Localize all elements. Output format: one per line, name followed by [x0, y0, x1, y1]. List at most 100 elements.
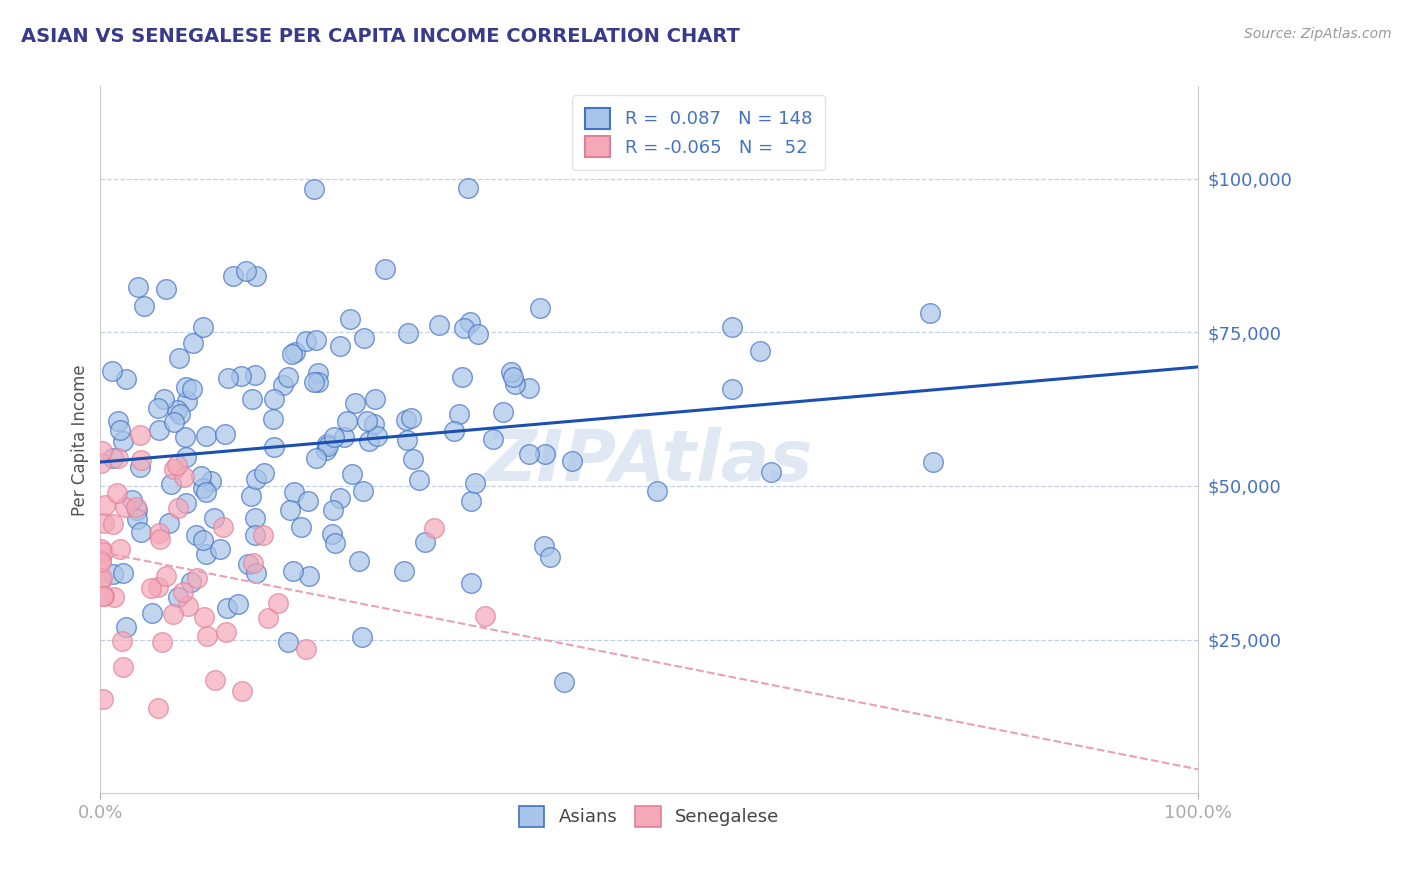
Point: [174, 430, 197, 444]
Point: [242, 556, 264, 570]
Point: [398, 326, 420, 340]
Point: [150, 634, 173, 648]
Point: [534, 447, 557, 461]
Point: [395, 413, 418, 427]
Point: [91, 590, 114, 604]
Point: [408, 473, 430, 487]
Point: [761, 465, 783, 479]
Point: [305, 451, 328, 466]
Point: [245, 473, 267, 487]
Point: [90, 456, 112, 470]
Point: [163, 415, 186, 429]
Point: [139, 581, 162, 595]
Point: [297, 494, 319, 508]
Point: [353, 331, 375, 345]
Point: [112, 434, 135, 449]
Point: [278, 502, 301, 516]
Point: [186, 528, 208, 542]
Point: [217, 371, 239, 385]
Y-axis label: Per Capita Income: Per Capita Income: [72, 364, 89, 516]
Point: [129, 524, 152, 539]
Point: [457, 181, 479, 195]
Point: [281, 564, 304, 578]
Point: [163, 461, 186, 475]
Point: [502, 370, 524, 384]
Point: [748, 343, 770, 358]
Point: [357, 434, 380, 449]
Point: [204, 673, 226, 687]
Point: [212, 520, 235, 534]
Point: [245, 269, 267, 284]
Point: [295, 641, 318, 656]
Point: [321, 526, 343, 541]
Point: [129, 460, 152, 475]
Point: [166, 501, 188, 516]
Point: [131, 452, 153, 467]
Point: [103, 591, 125, 605]
Point: [529, 301, 551, 315]
Point: [134, 299, 156, 313]
Point: [922, 454, 945, 468]
Point: [155, 569, 177, 583]
Text: ZIPAtlas: ZIPAtlas: [485, 426, 814, 496]
Point: [127, 502, 149, 516]
Point: [263, 440, 285, 454]
Point: [280, 347, 302, 361]
Point: [114, 500, 136, 514]
Point: [464, 476, 486, 491]
Point: [91, 571, 114, 585]
Point: [399, 411, 422, 425]
Point: [91, 692, 114, 706]
Point: [155, 282, 177, 296]
Point: [93, 545, 115, 559]
Point: [263, 392, 285, 406]
Point: [166, 402, 188, 417]
Point: [240, 392, 263, 406]
Point: [191, 320, 214, 334]
Point: [243, 528, 266, 542]
Point: [148, 423, 170, 437]
Point: [226, 597, 249, 611]
Point: [108, 541, 131, 556]
Point: [308, 366, 330, 380]
Point: [447, 407, 470, 421]
Point: [423, 521, 446, 535]
Point: [245, 511, 267, 525]
Point: [394, 564, 416, 578]
Point: [340, 467, 363, 481]
Point: [93, 589, 115, 603]
Point: [561, 454, 583, 468]
Point: [517, 381, 540, 395]
Point: [443, 424, 465, 438]
Point: [176, 393, 198, 408]
Point: [553, 675, 575, 690]
Point: [316, 437, 339, 451]
Point: [90, 444, 112, 458]
Point: [538, 549, 561, 564]
Point: [229, 369, 252, 384]
Point: [501, 365, 523, 379]
Point: [167, 590, 190, 604]
Point: [474, 608, 496, 623]
Point: [262, 411, 284, 425]
Point: [413, 534, 436, 549]
Point: [107, 414, 129, 428]
Point: [302, 182, 325, 196]
Point: [108, 423, 131, 437]
Point: [90, 556, 112, 570]
Point: [305, 333, 328, 347]
Point: [174, 495, 197, 509]
Point: [125, 500, 148, 514]
Point: [235, 264, 257, 278]
Point: [200, 474, 222, 488]
Point: [181, 382, 204, 396]
Point: [148, 401, 170, 415]
Point: [160, 477, 183, 491]
Point: [315, 442, 337, 457]
Point: [101, 364, 124, 378]
Point: [322, 502, 344, 516]
Point: [266, 596, 288, 610]
Point: [304, 375, 326, 389]
Point: [284, 345, 307, 359]
Point: [148, 525, 170, 540]
